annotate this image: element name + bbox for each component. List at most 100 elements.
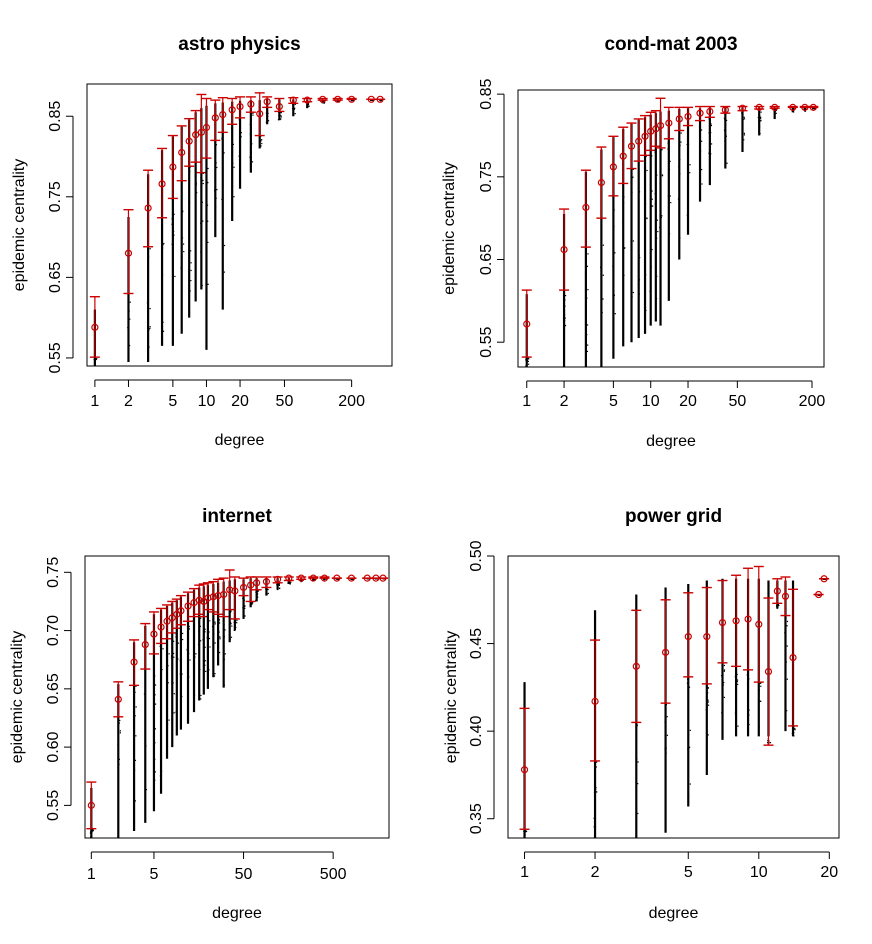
node-point: [656, 297, 658, 300]
node-point: [721, 712, 723, 714]
y-axis: 0.55 0.60 0.65 0.70 0.75: [45, 557, 72, 821]
node-point: [631, 186, 633, 188]
node-point: [651, 190, 653, 192]
node-point: [208, 637, 211, 640]
node-point: [209, 646, 211, 648]
node-point: [668, 162, 670, 164]
node-point: [707, 687, 709, 689]
node-point: [198, 622, 200, 624]
node-point: [659, 247, 662, 249]
mean-marker: [379, 574, 387, 582]
node-point: [265, 112, 268, 114]
node-point: [708, 132, 710, 134]
node-point: [659, 199, 661, 201]
node-point: [812, 107, 814, 109]
mean-marker: [652, 125, 660, 133]
node-point: [144, 760, 146, 762]
node-point: [168, 719, 170, 721]
node-point: [564, 313, 566, 316]
node-point: [189, 659, 191, 661]
node-point: [231, 127, 233, 129]
node-point: [758, 125, 761, 128]
node-point: [172, 682, 174, 684]
node-point: [668, 233, 671, 235]
node-point: [602, 274, 604, 276]
node-point: [231, 147, 233, 149]
node-point: [260, 140, 262, 142]
node-point: [280, 114, 282, 117]
mean-marker: [333, 574, 341, 582]
node-point: [235, 621, 237, 623]
node-point: [230, 623, 232, 625]
node-point: [723, 129, 726, 131]
node-point: [785, 645, 787, 647]
node-point: [760, 120, 762, 122]
node-point: [637, 761, 639, 763]
node-point: [596, 791, 598, 793]
node-point: [337, 578, 339, 580]
x-axis-label: degree: [646, 433, 696, 450]
node-point: [323, 578, 325, 581]
node-point: [234, 622, 236, 624]
node-point: [666, 734, 669, 736]
node-point: [741, 118, 744, 121]
x-tick-label: 1: [87, 866, 96, 883]
node-point: [212, 636, 214, 638]
node-point: [758, 694, 760, 697]
node-point: [776, 605, 778, 607]
node-point: [212, 651, 214, 653]
node-point: [664, 721, 666, 723]
node-point: [195, 170, 197, 173]
node-point: [784, 632, 786, 634]
node-point: [645, 309, 647, 312]
node-point: [180, 658, 182, 660]
node-point: [736, 679, 739, 681]
node-point: [182, 243, 185, 245]
node-point: [587, 289, 589, 291]
node-point: [636, 735, 638, 737]
node-point: [168, 653, 170, 655]
node-point: [93, 362, 96, 364]
node-point: [785, 661, 787, 663]
node-point: [117, 768, 119, 770]
node-point: [195, 653, 197, 655]
node-point: [232, 143, 234, 145]
mean-marker: [520, 766, 529, 774]
node-point: [723, 681, 725, 684]
x-axis-label: degree: [215, 432, 265, 449]
node-point: [193, 621, 195, 623]
node-point: [119, 732, 121, 734]
node-point: [128, 308, 130, 310]
x-tick-label: 20: [231, 393, 249, 410]
node-point: [200, 617, 202, 619]
node-point: [181, 211, 183, 214]
node-point: [170, 657, 173, 659]
node-point: [701, 168, 703, 171]
node-point: [94, 358, 96, 360]
node-point: [524, 834, 526, 836]
x-tick-label: 5: [149, 866, 158, 883]
node-point: [182, 210, 184, 212]
node-point: [173, 213, 175, 215]
node-point: [222, 620, 224, 622]
node-point: [250, 164, 252, 167]
node-point: [193, 694, 196, 696]
node-point: [219, 636, 221, 638]
node-point: [176, 676, 178, 678]
node-point: [154, 703, 157, 705]
node-point: [217, 658, 219, 661]
node-point: [586, 297, 588, 299]
mean-marker: [231, 587, 239, 595]
x-tick-label: 20: [820, 864, 838, 881]
x-axis: 1 2 5 10 20: [520, 851, 838, 881]
node-point: [261, 142, 263, 145]
node-point: [525, 359, 527, 361]
node-point: [528, 363, 530, 365]
node-point: [129, 301, 131, 303]
node-point: [193, 664, 195, 666]
node-point: [170, 655, 173, 657]
mean-marker: [87, 801, 95, 809]
node-point: [651, 198, 653, 200]
node-point: [525, 358, 528, 361]
mean-marker: [303, 96, 311, 104]
